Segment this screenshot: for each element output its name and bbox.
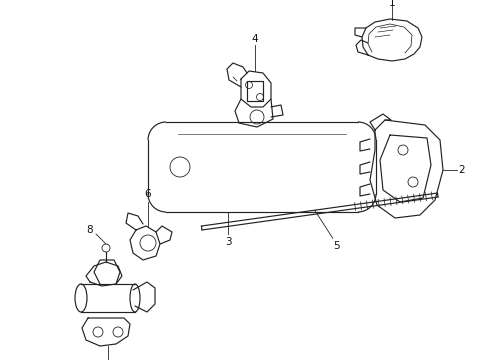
Text: 4: 4 [252,34,258,44]
Text: 1: 1 [389,0,395,8]
Text: 6: 6 [145,189,151,199]
Text: 3: 3 [225,237,231,247]
Text: 2: 2 [459,165,466,175]
Text: 8: 8 [87,225,93,235]
Text: 5: 5 [333,241,340,251]
